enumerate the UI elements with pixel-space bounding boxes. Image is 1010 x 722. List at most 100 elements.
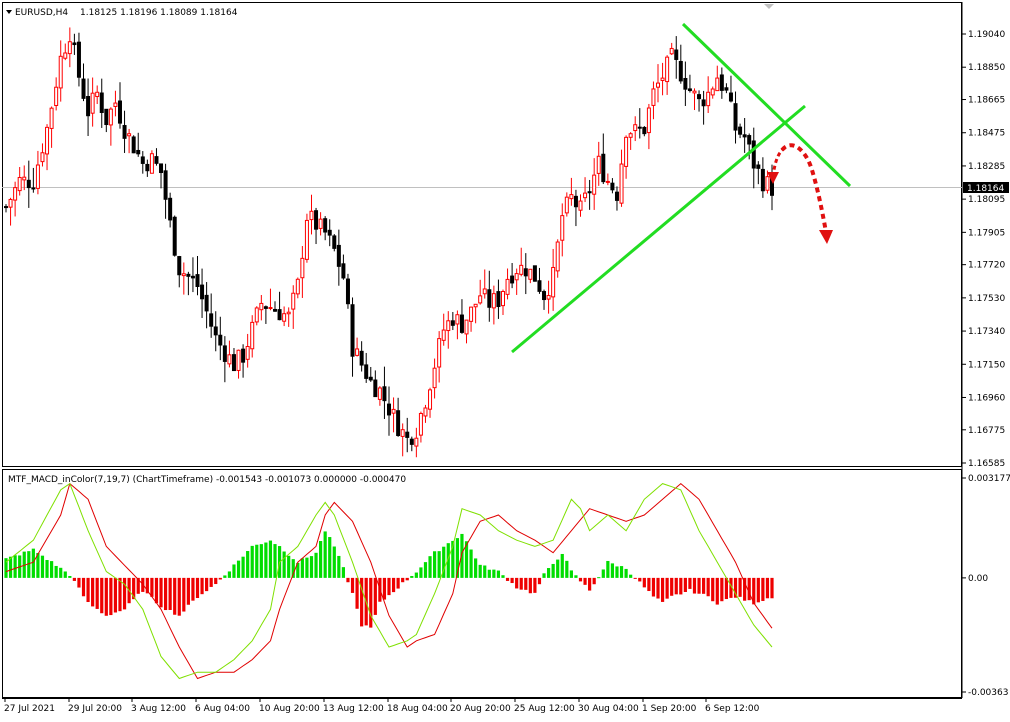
histogram-bar bbox=[191, 577, 195, 601]
histogram-bar bbox=[551, 563, 555, 578]
candle bbox=[145, 159, 150, 177]
indicator-label: MTF_MACD_inColor(7,19,7) (ChartTimeframe… bbox=[8, 475, 406, 485]
histogram-bar bbox=[241, 556, 245, 578]
candle-body bbox=[760, 168, 765, 192]
candle bbox=[26, 160, 31, 208]
candle bbox=[72, 33, 77, 55]
candle-body bbox=[441, 329, 446, 341]
candle-body bbox=[514, 273, 519, 281]
dropdown-arrow-icon[interactable] bbox=[6, 10, 12, 14]
candle bbox=[359, 341, 364, 372]
upper-trendline[interactable] bbox=[681, 22, 852, 188]
candle bbox=[587, 179, 592, 210]
candle-body bbox=[510, 275, 515, 284]
histogram-bar bbox=[218, 577, 222, 580]
histogram-bar bbox=[22, 551, 26, 578]
candle bbox=[701, 90, 706, 125]
histogram-bar bbox=[706, 577, 710, 597]
candle bbox=[724, 83, 729, 94]
candle bbox=[22, 165, 27, 191]
candle-body bbox=[646, 107, 651, 134]
candle bbox=[31, 167, 36, 193]
candle bbox=[569, 177, 574, 206]
candle-body bbox=[678, 60, 683, 82]
candle bbox=[49, 106, 54, 148]
candle bbox=[683, 61, 688, 106]
histogram-bar bbox=[519, 577, 523, 590]
price-tick-label: 1.17720 bbox=[968, 261, 1005, 271]
candle bbox=[227, 340, 232, 368]
histogram-bar bbox=[4, 558, 8, 578]
histogram-bar bbox=[615, 566, 619, 578]
price-tick-label: 1.17905 bbox=[968, 228, 1005, 238]
candle bbox=[54, 77, 59, 111]
candle-body bbox=[213, 326, 218, 336]
histogram-bar bbox=[259, 544, 263, 578]
candle bbox=[304, 213, 309, 263]
candle-body bbox=[76, 41, 81, 78]
lower-trendline[interactable] bbox=[511, 104, 806, 354]
candle-body bbox=[418, 412, 423, 436]
candle-body bbox=[396, 410, 401, 437]
histogram-bar bbox=[109, 577, 113, 616]
time-tick-label: 3 Aug 12:00 bbox=[131, 704, 186, 714]
candle-body bbox=[464, 319, 469, 335]
candle bbox=[154, 148, 159, 166]
histogram-bar bbox=[428, 556, 432, 578]
candle bbox=[751, 127, 756, 189]
histogram-bar bbox=[410, 575, 414, 578]
candle-body bbox=[17, 176, 22, 192]
histogram-bar bbox=[205, 577, 209, 592]
candle-body bbox=[273, 308, 278, 312]
candle bbox=[277, 291, 282, 321]
candle bbox=[273, 301, 278, 312]
forecast-arrow-curve[interactable] bbox=[780, 143, 828, 233]
histogram-bar bbox=[765, 577, 770, 599]
candle bbox=[368, 366, 373, 382]
histogram-bar bbox=[369, 577, 373, 628]
chart-shift-marker[interactable] bbox=[764, 4, 774, 9]
candle-body bbox=[519, 264, 524, 275]
candle-body bbox=[49, 107, 54, 129]
histogram-bar bbox=[656, 577, 660, 599]
candle-body bbox=[450, 320, 455, 326]
candle-body bbox=[259, 302, 264, 311]
candle-body bbox=[236, 349, 241, 371]
candle-body bbox=[610, 182, 615, 191]
candle-body bbox=[482, 288, 487, 295]
histogram-bar bbox=[729, 577, 733, 598]
histogram-bar bbox=[159, 577, 163, 608]
candle-body bbox=[701, 99, 706, 107]
candle bbox=[500, 289, 505, 316]
candle-body bbox=[373, 379, 378, 398]
candle-body bbox=[633, 124, 638, 132]
candle bbox=[765, 170, 770, 194]
candle-body bbox=[724, 87, 729, 91]
candle bbox=[136, 132, 141, 157]
histogram-bar bbox=[401, 577, 405, 583]
histogram-bar bbox=[100, 577, 104, 614]
histogram-bar bbox=[319, 541, 323, 578]
candle-body bbox=[231, 354, 236, 372]
candle bbox=[350, 297, 355, 377]
candle bbox=[76, 32, 81, 87]
candle bbox=[268, 288, 273, 311]
candle bbox=[450, 312, 455, 331]
candle bbox=[13, 181, 18, 217]
time-tick-label: 29 Jul 20:00 bbox=[68, 704, 122, 714]
candle-body bbox=[268, 307, 273, 310]
candle-body bbox=[327, 229, 332, 236]
candle bbox=[190, 257, 195, 293]
candle bbox=[108, 107, 113, 146]
candle-body bbox=[710, 88, 715, 96]
histogram-bar bbox=[332, 546, 336, 578]
histogram-bar bbox=[697, 577, 701, 594]
histogram-bar bbox=[145, 577, 149, 594]
candle bbox=[514, 268, 519, 295]
histogram-bar bbox=[246, 551, 250, 578]
histogram-bar bbox=[660, 577, 665, 602]
candle bbox=[291, 285, 296, 329]
histogram-bar bbox=[49, 561, 54, 578]
candle bbox=[218, 316, 223, 361]
